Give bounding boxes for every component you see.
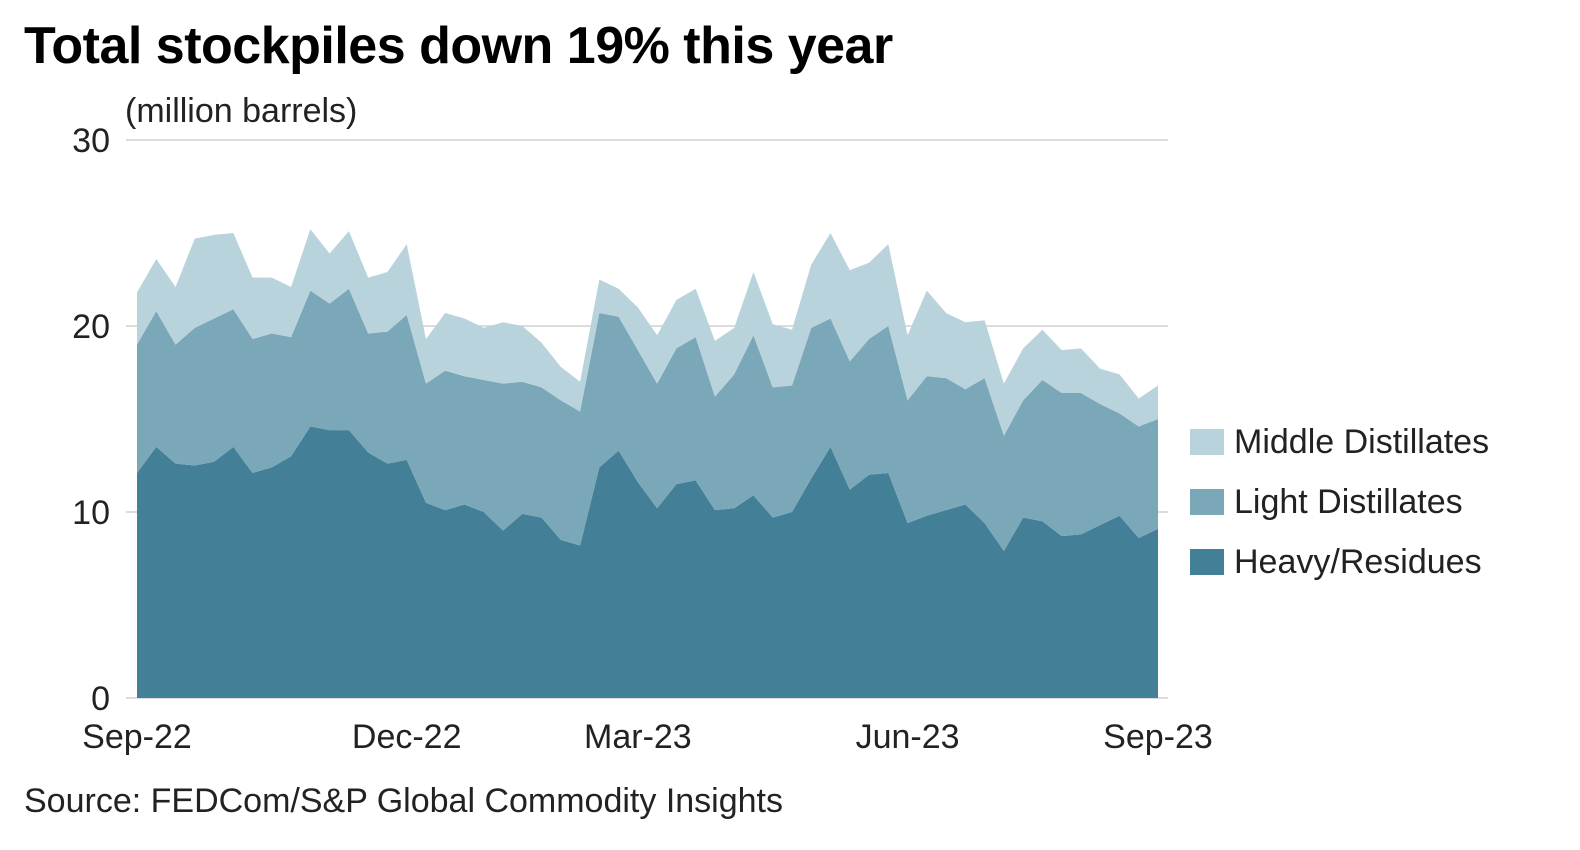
legend-label-middle: Middle Distillates <box>1234 422 1490 461</box>
area-series-heavy <box>137 426 1158 698</box>
y-tick-label-20: 20 <box>72 308 110 346</box>
legend-swatch-light <box>1190 489 1224 515</box>
y-tick-label-0: 0 <box>91 680 110 718</box>
legend-item-heavy-residues: Heavy/Residues <box>1190 532 1489 592</box>
legend: Middle Distillates Light Distillates Hea… <box>1190 412 1489 592</box>
legend-swatch-middle <box>1190 429 1224 455</box>
area-series-light <box>137 288 1158 552</box>
chart-title: Total stockpiles down 19% this year <box>24 17 893 75</box>
legend-item-light-distillates: Light Distillates <box>1190 472 1489 532</box>
x-tick-label-jun-23: Jun-23 <box>856 718 960 756</box>
y-axis-unit-label: (million barrels) <box>125 92 358 130</box>
legend-swatch-heavy <box>1190 549 1224 575</box>
legend-item-middle-distillates: Middle Distillates <box>1190 412 1489 472</box>
x-tick-label-sep-22: Sep-22 <box>82 718 192 756</box>
y-tick-label-30: 30 <box>72 122 110 160</box>
legend-label-light: Light Distillates <box>1234 482 1463 521</box>
source-note: Source: FEDCom/S&P Global Commodity Insi… <box>24 782 783 820</box>
x-tick-label-mar-23: Mar-23 <box>584 718 692 756</box>
legend-label-heavy: Heavy/Residues <box>1234 542 1482 581</box>
x-tick-label-sep-23: Sep-23 <box>1103 718 1213 756</box>
y-tick-label-10: 10 <box>72 494 110 532</box>
area-series-middle <box>137 229 1158 436</box>
x-tick-label-dec-22: Dec-22 <box>352 718 462 756</box>
